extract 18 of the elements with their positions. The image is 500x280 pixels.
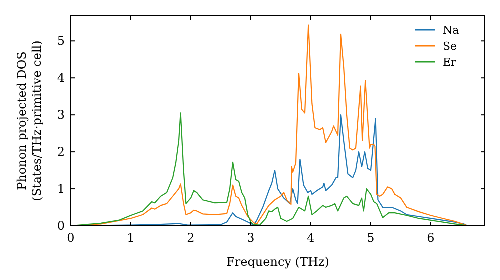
legend-label: Se: [443, 40, 458, 53]
x-tick-label: 0: [67, 231, 75, 245]
x-tick-label: 4: [307, 231, 316, 245]
x-tick-label: 3: [247, 231, 255, 245]
y-tick-label: 4: [57, 71, 66, 86]
y-tick-label: 0: [57, 219, 65, 233]
x-tick-label: 6: [427, 231, 435, 245]
y-tick-label: 1: [57, 182, 65, 196]
legend-label: Na: [443, 24, 460, 37]
x-tick-label: 5: [367, 231, 375, 245]
y-tick-label: 3: [57, 108, 65, 122]
legend-label: Er: [443, 56, 458, 69]
x-axis-title: Frequency (THz): [226, 255, 330, 269]
x-tick-label: 1: [127, 231, 135, 245]
y-tick-label: 2: [57, 145, 65, 160]
y-axis-title: Phonon projected DOS (States/THz·primitive cell): [15, 40, 44, 202]
y-tick-label: 5: [57, 34, 65, 48]
x-tick-label: 2: [187, 231, 195, 245]
